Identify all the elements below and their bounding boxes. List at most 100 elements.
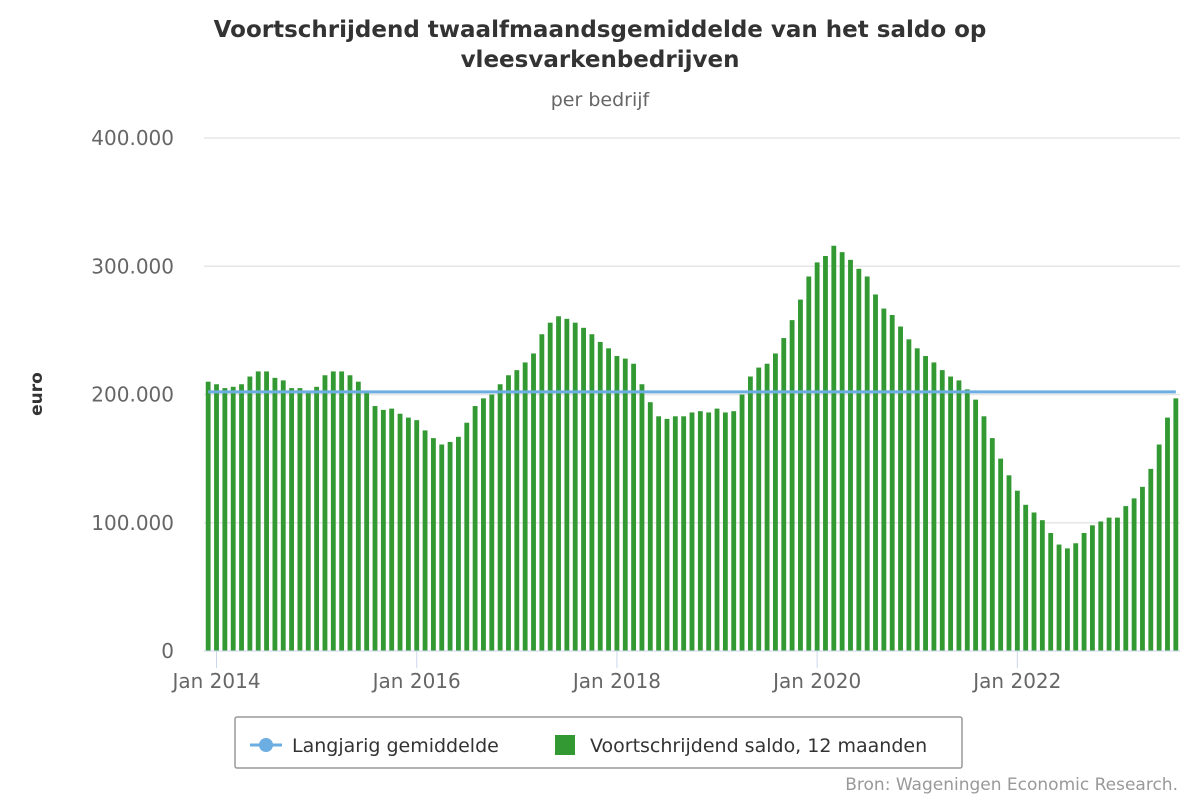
bar[interactable]	[989, 438, 995, 651]
bar[interactable]	[514, 370, 520, 651]
bar[interactable]	[823, 255, 828, 652]
bar[interactable]	[405, 417, 411, 651]
bar[interactable]	[272, 377, 278, 651]
bar[interactable]	[389, 408, 395, 651]
bar[interactable]	[347, 375, 353, 651]
bar[interactable]	[948, 376, 954, 651]
bar[interactable]	[881, 308, 887, 651]
bar[interactable]	[564, 318, 570, 651]
bar[interactable]	[322, 375, 328, 651]
bar[interactable]	[239, 384, 244, 651]
bar[interactable]	[497, 384, 503, 651]
bar[interactable]	[572, 322, 578, 651]
bar[interactable]	[414, 420, 420, 651]
bar[interactable]	[464, 422, 470, 651]
bar[interactable]	[606, 348, 611, 651]
bar[interactable]	[914, 348, 920, 651]
bar[interactable]	[397, 413, 403, 651]
bar[interactable]	[647, 402, 653, 651]
bar[interactable]	[1148, 468, 1154, 651]
bar[interactable]	[280, 380, 286, 651]
bar[interactable]	[1140, 486, 1145, 651]
bar[interactable]	[789, 320, 795, 651]
bar[interactable]	[672, 416, 678, 651]
bar[interactable]	[731, 411, 737, 651]
bar[interactable]	[531, 353, 536, 651]
bar[interactable]	[898, 326, 903, 651]
bar[interactable]	[1006, 475, 1012, 651]
bar[interactable]	[656, 416, 662, 651]
bar[interactable]	[614, 356, 620, 651]
bar[interactable]	[355, 381, 361, 651]
bar[interactable]	[430, 438, 436, 651]
bar[interactable]	[889, 314, 895, 651]
bar[interactable]	[622, 358, 628, 651]
bar[interactable]	[631, 363, 637, 651]
bar[interactable]	[773, 353, 778, 651]
bar[interactable]	[1064, 548, 1070, 651]
bar[interactable]	[255, 371, 261, 651]
bar[interactable]	[764, 363, 770, 651]
bar[interactable]	[706, 412, 712, 651]
bar[interactable]	[1023, 504, 1029, 651]
bar[interactable]	[314, 386, 320, 651]
bar[interactable]	[964, 389, 970, 651]
bar[interactable]	[380, 409, 386, 651]
bar[interactable]	[781, 338, 787, 651]
bar[interactable]	[639, 384, 645, 651]
bar[interactable]	[305, 390, 311, 651]
legend-item-saldo[interactable]: Voortschrijdend saldo, 12 maanden	[555, 735, 927, 757]
bar[interactable]	[1131, 498, 1137, 651]
bar[interactable]	[1165, 417, 1170, 651]
bar[interactable]	[339, 371, 345, 651]
bar[interactable]	[1056, 544, 1062, 651]
bar[interactable]	[939, 370, 945, 651]
bar[interactable]	[589, 334, 595, 651]
bar[interactable]	[1123, 506, 1129, 651]
bar[interactable]	[481, 398, 486, 651]
bar[interactable]	[547, 322, 553, 651]
bar[interactable]	[264, 371, 269, 651]
bar[interactable]	[330, 371, 336, 651]
bar[interactable]	[923, 356, 928, 651]
legend-item-average[interactable]: Langjarig gemiddelde	[250, 735, 499, 757]
bar[interactable]	[873, 294, 878, 651]
bar[interactable]	[1081, 533, 1087, 651]
bar[interactable]	[297, 388, 303, 651]
bar[interactable]	[364, 391, 370, 651]
bar[interactable]	[839, 252, 845, 651]
bar[interactable]	[981, 416, 987, 651]
bar[interactable]	[506, 375, 511, 651]
bar[interactable]	[864, 276, 870, 651]
bar[interactable]	[1098, 521, 1104, 651]
bar[interactable]	[289, 388, 295, 651]
bar[interactable]	[931, 362, 937, 651]
bar[interactable]	[747, 376, 753, 651]
bar[interactable]	[998, 458, 1004, 652]
bar[interactable]	[664, 418, 670, 651]
bar[interactable]	[798, 299, 803, 651]
bar[interactable]	[422, 430, 428, 651]
credit-text[interactable]: Bron: Wageningen Economic Research.	[845, 775, 1178, 795]
bar[interactable]	[848, 259, 853, 651]
bar[interactable]	[722, 412, 728, 651]
bar[interactable]	[556, 316, 561, 651]
bar[interactable]	[214, 384, 219, 651]
bar[interactable]	[1156, 444, 1162, 651]
bar[interactable]	[522, 362, 528, 651]
bar[interactable]	[1089, 525, 1095, 651]
bar[interactable]	[597, 341, 603, 651]
bar[interactable]	[247, 376, 253, 651]
bar[interactable]	[681, 416, 687, 651]
bar[interactable]	[1031, 512, 1037, 651]
bar[interactable]	[372, 406, 378, 651]
bar[interactable]	[689, 412, 695, 651]
bar[interactable]	[539, 334, 545, 651]
bar[interactable]	[230, 386, 236, 651]
bar[interactable]	[1048, 533, 1054, 651]
bar[interactable]	[1014, 490, 1020, 651]
bar[interactable]	[1039, 520, 1045, 651]
bar[interactable]	[714, 408, 720, 651]
bar[interactable]	[1115, 517, 1120, 651]
bar[interactable]	[581, 327, 586, 651]
